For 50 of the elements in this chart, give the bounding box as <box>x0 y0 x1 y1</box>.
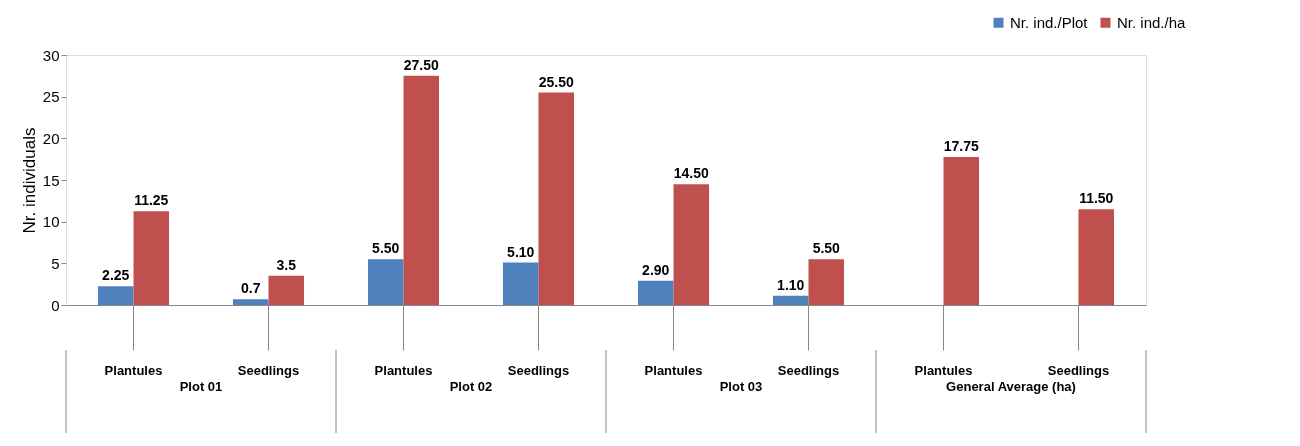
bar <box>367 259 404 305</box>
y-tick-label: 15 <box>42 171 60 189</box>
bar <box>97 286 134 305</box>
legend-label: Nr. ind./Plot <box>1010 13 1089 31</box>
bar <box>403 75 440 305</box>
y-tick-label: 0 <box>51 296 60 314</box>
data-label: 2.90 <box>642 261 670 278</box>
x-tick-label: Plantules <box>374 362 433 378</box>
data-label: 25.50 <box>538 73 574 90</box>
data-label: 0.7 <box>241 280 261 297</box>
data-label: 2.25 <box>102 267 130 284</box>
data-label: 17.75 <box>943 138 979 155</box>
y-tick-label: 5 <box>51 254 60 272</box>
bar <box>673 184 710 305</box>
x-tick-label: Seedlings <box>237 362 300 378</box>
x-tick-label: Plantules <box>914 362 973 378</box>
bar <box>268 275 305 305</box>
y-axis-title: Nr. individuals <box>19 127 39 234</box>
text: General Average (ha) <box>946 379 1076 394</box>
y-tick-label: 10 <box>42 213 60 231</box>
bar <box>232 299 269 305</box>
y-tick-label: 25 <box>42 88 60 106</box>
data-label: 3.5 <box>276 256 297 273</box>
bar <box>808 259 845 305</box>
data-label: 11.50 <box>1079 190 1114 207</box>
data-label: 5.10 <box>507 243 535 260</box>
bar <box>538 92 575 305</box>
x-tick-label: Plantules <box>104 362 163 378</box>
data-label: 11.25 <box>134 192 169 209</box>
x-tick-label: Seedlings <box>777 362 840 378</box>
text: Plot 02 <box>449 379 493 394</box>
bar <box>1078 209 1115 305</box>
data-label: 27.50 <box>403 56 439 73</box>
bar <box>637 280 674 305</box>
data-label: 14.50 <box>673 165 709 182</box>
text: Plot 01 <box>179 379 223 394</box>
y-tick-label: 30 <box>42 46 60 64</box>
x-tick-label: Seedlings <box>1047 362 1110 378</box>
x-tick-label: Plantules <box>644 362 703 378</box>
bar <box>943 157 980 305</box>
data-label: 5.50 <box>812 240 841 257</box>
legend-label: Nr. ind./ha <box>1117 13 1187 31</box>
text: Plot 03 <box>719 379 763 394</box>
x-tick-label: Seedlings <box>507 362 570 378</box>
data-label: 1.10 <box>777 276 805 293</box>
data-label: 5.50 <box>372 240 400 257</box>
bar <box>502 262 539 305</box>
bar <box>772 295 809 305</box>
y-tick-label: 20 <box>42 129 60 147</box>
bar <box>133 211 170 305</box>
